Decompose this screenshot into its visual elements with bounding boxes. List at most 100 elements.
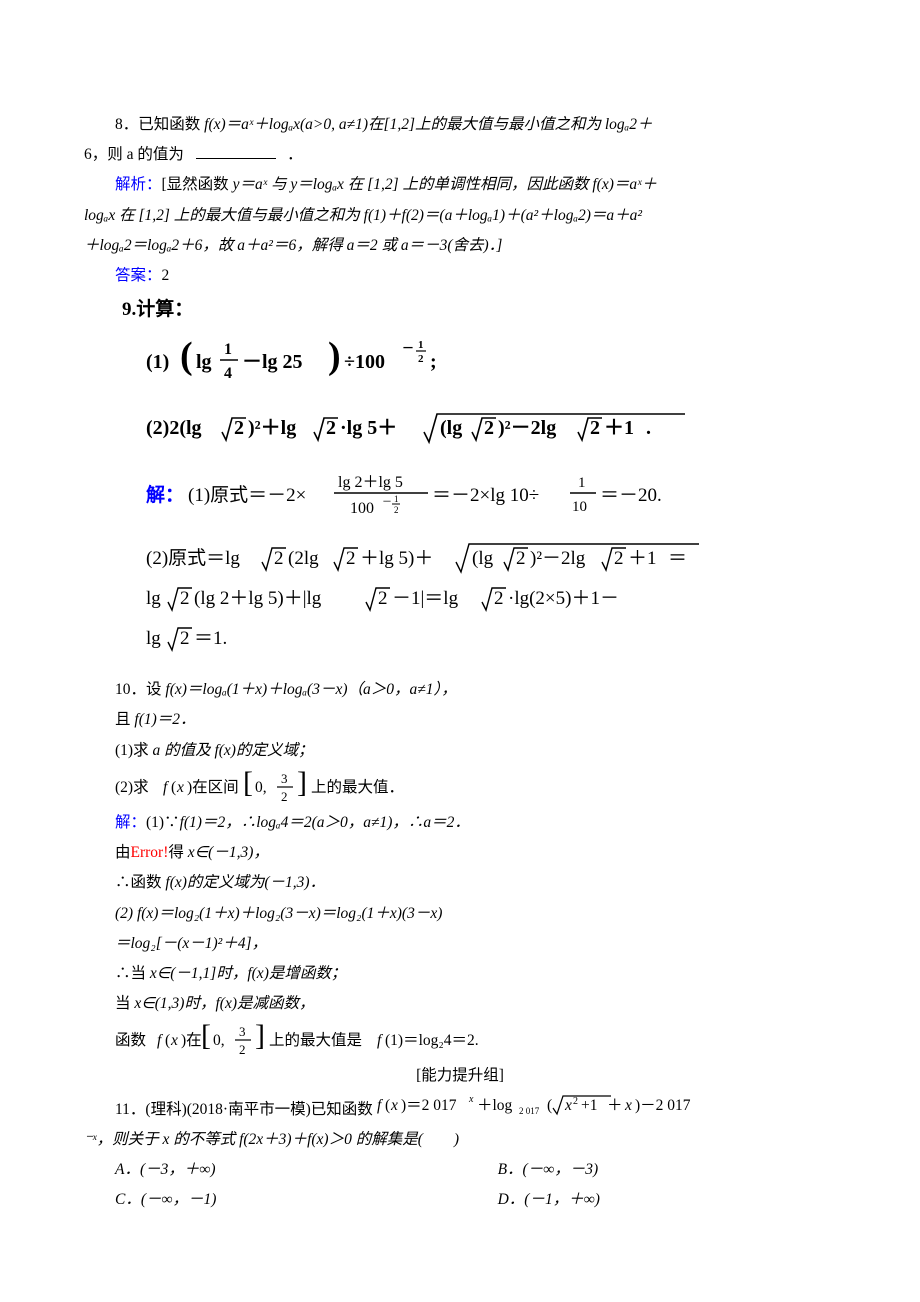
q11-stem-line2: ⁻ˣ，则关于 x 的不等式 f(2x＋3)＋f(x)＞0 的解集是( ) — [84, 1125, 836, 1155]
svg-text:2: 2 — [274, 548, 284, 569]
svg-text:3: 3 — [239, 1024, 246, 1039]
svg-text:解：: 解： — [146, 483, 184, 506]
svg-text:]: ] — [255, 1019, 265, 1052]
svg-text:2: 2 — [394, 505, 399, 515]
svg-text:＋: ＋ — [607, 1097, 623, 1114]
svg-text:[: [ — [243, 766, 253, 799]
q10-sol8: 函数 f ( x )在 [ 0, 3 2 ] 上的最大值是 f (1)＝log₂… — [84, 1019, 836, 1061]
q10-sol7-a: 当 — [115, 995, 134, 1012]
svg-text:2: 2 — [239, 1042, 246, 1057]
svg-text:(lg: (lg — [472, 548, 494, 569]
svg-text:1: 1 — [394, 494, 399, 504]
svg-text:(: ( — [385, 1097, 390, 1114]
svg-text:上的最大值．: 上的最大值． — [311, 778, 404, 796]
q9-label: 9. — [122, 299, 136, 320]
svg-text:(lg: (lg — [440, 417, 462, 439]
q8-answer-line: 答案：2 — [84, 261, 836, 291]
choice-d: D．(－1，＋∞) — [498, 1185, 836, 1215]
q10-sol3: ∴函数 f(x)的定义域为(－1,3)． — [84, 868, 836, 898]
q11-choices: A．(－3，＋∞) B．(－∞，－3) C．(－∞，－1) D．(－1，＋∞) — [84, 1155, 836, 1215]
svg-text:.: . — [646, 417, 651, 439]
q10-stem-a: 10．设 — [115, 681, 165, 698]
q10-sol3-b: f(x)的定义域为(－1,3)． — [165, 874, 325, 891]
svg-text:(2)求: (2)求 — [115, 778, 149, 796]
svg-text:2: 2 — [516, 548, 526, 569]
svg-text:函数: 函数 — [115, 1031, 147, 1049]
q10-sol1: 解：(1)∵f(1)＝2，∴logₐ4＝2(a＞0，a≠1)，∴a＝2． — [84, 808, 836, 838]
svg-text:2: 2 — [326, 417, 336, 439]
q8-analysis-line1: 解析：[显然函数 y＝aˣ 与 y＝logₐx 在 [1,2] 上的单调性相同，… — [84, 170, 836, 200]
svg-text:(1)原式＝－2×: (1)原式＝－2× — [188, 484, 306, 506]
q9-expr1: (1) ( lg 1 4 －lg 25 ) ÷100 － 1 2 ; — [146, 334, 836, 397]
svg-text:3: 3 — [281, 771, 288, 786]
svg-text:2: 2 — [484, 417, 494, 439]
q10-sol6: ∴当 x∈(－1,1]时，f(x)是增函数； — [84, 959, 836, 989]
svg-text:(: ( — [547, 1097, 552, 1114]
svg-text:－: － — [402, 341, 414, 355]
q11-stem-c-prefix: ⁻ˣ — [84, 1131, 97, 1148]
svg-text:4: 4 — [224, 365, 232, 382]
svg-text:÷100: ÷100 — [344, 351, 385, 373]
svg-text:2: 2 — [346, 548, 356, 569]
q10-sol4: (2) f(x)＝log₂(1＋x)＋log₂(3－x)＝log₂(1＋x)(3… — [84, 899, 836, 929]
answer-value: 2 — [162, 267, 170, 284]
svg-text:(1): (1) — [146, 351, 169, 373]
error-text: Error! — [131, 844, 169, 861]
svg-text:x: x — [390, 1097, 398, 1114]
svg-text:)－2 017: )－2 017 — [635, 1097, 691, 1114]
q8-analysis-line2: logₐx 在 [1,2] 上的最大值与最小值之和为 f(1)＋f(2)＝(a＋… — [84, 201, 836, 231]
svg-text:＋log: ＋log — [477, 1097, 513, 1114]
svg-text:x: x — [170, 1032, 178, 1049]
svg-text:(: ( — [180, 335, 193, 377]
q9-title: 计算： — [136, 299, 193, 320]
answer-label: 答案： — [115, 267, 162, 284]
svg-text:2: 2 — [234, 417, 244, 439]
svg-text:2: 2 — [573, 1096, 578, 1107]
svg-text:)＝2 017: )＝2 017 — [401, 1097, 457, 1114]
svg-text:)在: )在 — [181, 1031, 202, 1049]
svg-text:lg 2＋lg 5: lg 2＋lg 5 — [338, 474, 403, 491]
svg-text:10: 10 — [572, 499, 587, 515]
q10-sol5: ＝log₂[－(x－1)²＋4]， — [84, 929, 836, 959]
q8-analysis-b: y＝aˣ 与 y＝logₐx 在 [1,2] 上的单调性相同，因此函数 f(x)… — [233, 176, 657, 193]
svg-text:f: f — [163, 779, 170, 796]
q9-expr2: (2)2(lg 2 )²＋lg 2 ·lg 5＋ (lg 2 )²－2lg 2 … — [146, 404, 836, 459]
svg-text:x: x — [564, 1097, 572, 1114]
svg-text:·lg 5＋: ·lg 5＋ — [340, 417, 397, 439]
svg-text:0,: 0, — [213, 1032, 225, 1049]
svg-text:2: 2 — [180, 628, 190, 649]
q10-stem2: 且 f(1)＝2． — [84, 705, 836, 735]
svg-text:1: 1 — [224, 341, 232, 358]
q9-sol1: 解： (1)原式＝－2× lg 2＋lg 5 100 － 1 2 ＝－2×lg … — [146, 465, 836, 532]
svg-text:)²－2lg: )²－2lg — [498, 417, 556, 439]
svg-text:f: f — [157, 1032, 164, 1049]
section-header: [能力提升组] — [84, 1061, 836, 1091]
svg-text:0,: 0, — [255, 779, 267, 796]
svg-text:(2)2(lg: (2)2(lg — [146, 417, 202, 439]
q10-sol7: 当 x∈(1,3)时，f(x)是减函数， — [84, 989, 836, 1019]
svg-text:＝－20.: ＝－20. — [600, 485, 662, 506]
svg-text:+1: +1 — [581, 1097, 598, 1114]
q10-sol3-a: ∴函数 — [115, 874, 165, 891]
svg-text:]: ] — [297, 766, 307, 799]
q10-stem-d: f(1)＝2． — [134, 711, 195, 728]
svg-text:lg: lg — [146, 628, 161, 649]
svg-text:f: f — [377, 1032, 384, 1049]
svg-text:1: 1 — [578, 475, 586, 491]
svg-text:(: ( — [165, 1032, 170, 1049]
q8-stem-a: 8．已知函数 — [115, 116, 204, 133]
svg-text:(1)＝log₂4＝2.: (1)＝log₂4＝2. — [385, 1032, 479, 1049]
svg-text:－: － — [382, 497, 392, 508]
q10-stem-b: f(x)＝logₐ(1＋x)＋logₐ(3－x)（a＞0，a≠1）， — [165, 681, 456, 698]
svg-text:＋1: ＋1 — [628, 548, 657, 569]
svg-text:lg: lg — [196, 351, 212, 373]
svg-text:2: 2 — [378, 588, 388, 609]
svg-text:)²－2lg: )²－2lg — [530, 548, 586, 569]
q10-p1-b: a 的值及 f(x)的定义域； — [152, 742, 313, 759]
solution-label: 解： — [115, 814, 146, 831]
q10-part1: (1)求 a 的值及 f(x)的定义域； — [84, 736, 836, 766]
svg-text:－1|＝lg: －1|＝lg — [392, 588, 459, 609]
q8-analysis-line3: ＋logₐ2＝logₐ2＋6，故 a＋a²＝6，解得 a＝2 或 a＝－3(舍去… — [84, 231, 836, 261]
q10-sol2-b: 得 — [168, 844, 187, 861]
q8-stem-b: f(x)＝aˣ＋logₐx(a>0, a≠1)在[1,2]上的最大值与最小值之和… — [204, 116, 652, 133]
